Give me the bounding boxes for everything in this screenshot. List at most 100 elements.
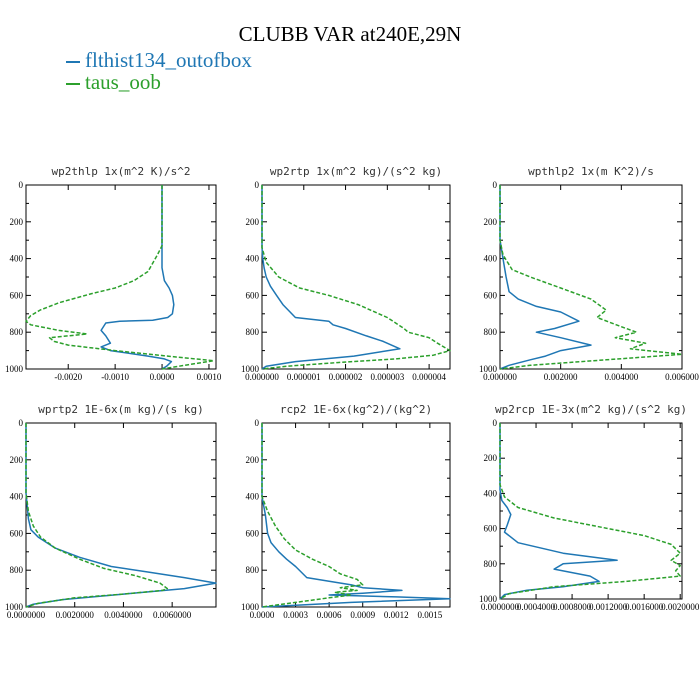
y-tick-label: 400: [246, 254, 260, 264]
y-tick-label: 0: [255, 180, 260, 190]
y-tick-label: 200: [246, 217, 260, 227]
y-tick-label: 1000: [479, 594, 498, 604]
figure-title: CLUBB VAR at240E,29N: [238, 22, 462, 46]
x-tick-label: 0.0020000: [661, 602, 700, 612]
legend-entry-flthist: flthist134_outofbox: [66, 48, 252, 73]
legend-swatch-blue: [66, 61, 80, 64]
x-tick-label: 0.0000000: [481, 602, 520, 612]
y-tick-label: 600: [10, 290, 24, 300]
x-tick-label: 0.0004000: [517, 602, 556, 612]
y-tick-label: 800: [246, 565, 260, 575]
y-tick-label: 1000: [5, 602, 24, 612]
y-tick-label: 800: [10, 565, 24, 575]
x-tick-label: 0.0010: [197, 372, 222, 382]
y-tick-label: 400: [484, 488, 498, 498]
x-tick-label: 0.0006: [317, 610, 342, 620]
series-line-flthist: [499, 185, 592, 370]
series-line-flthist: [25, 423, 217, 608]
legend-label: flthist134_outofbox: [85, 48, 252, 72]
y-tick-label: 1000: [241, 364, 260, 374]
x-tick-label: 0.0000000: [7, 610, 46, 620]
series-line-taus: [499, 185, 683, 370]
x-tick-label: 0.0015: [417, 610, 442, 620]
plot-frame: [25, 422, 217, 608]
x-tick-label: 0.0016000: [625, 602, 664, 612]
y-tick-label: 1000: [241, 602, 260, 612]
y-tick-label: 600: [246, 290, 260, 300]
y-tick-label: 400: [10, 492, 24, 502]
y-tick-label: 800: [484, 327, 498, 337]
chart-panel-4: wprtp2 1E-6x(m kg)/(s kg) 0 200 400 600 800 10…: [5, 403, 217, 620]
y-tick-label: 1000: [479, 364, 498, 374]
series-line-flthist: [100, 185, 175, 370]
legend-swatch-green: [66, 83, 80, 86]
y-tick-label: 600: [10, 528, 24, 538]
y-tick-label: 200: [484, 453, 498, 463]
panel-title: wprtp2 1E-6x(m kg)/(s kg): [38, 403, 204, 416]
y-tick-label: 200: [246, 455, 260, 465]
y-tick-label: 600: [484, 524, 498, 534]
y-tick-label: 600: [246, 528, 260, 538]
panel-title: wp2rcp 1E-3x(m^2 kg)/(s^2 kg): [495, 403, 687, 416]
plot-frame: [499, 422, 683, 600]
chart-panel-3: wpthlp2 1x(m K^2)/s020040060080010000.00…: [479, 165, 699, 382]
plot-frame: [499, 184, 683, 370]
y-tick-label: 1000: [5, 364, 24, 374]
x-tick-label: 0.0060000: [153, 610, 192, 620]
chart-panel-5: rcp2 1E-6x(kg^2)/(kg^2) 0 200 400 600 800 1000…: [241, 403, 451, 620]
y-tick-label: 0: [493, 418, 498, 428]
plot-frame: [261, 184, 451, 370]
y-tick-label: 0: [19, 418, 24, 428]
x-tick-label: -0.0010: [101, 372, 129, 382]
x-tick-label: 0.0040000: [104, 610, 143, 620]
y-tick-label: 400: [484, 254, 498, 264]
y-tick-label: 800: [10, 327, 24, 337]
x-tick-label: 0.0000: [250, 610, 275, 620]
x-tick-label: 0.000000: [245, 372, 279, 382]
chart-panel-1: wp2thlp 1x(m^2 K)/s^2 0 200 400 600 800 1000 -0…: [5, 165, 222, 382]
legend-label: taus_oob: [85, 70, 161, 94]
y-tick-label: 200: [10, 455, 24, 465]
x-tick-label: 0.002000: [544, 372, 578, 382]
y-tick-label: 400: [246, 492, 260, 502]
series-line-taus: [25, 185, 215, 370]
x-tick-label: 0.004000: [604, 372, 638, 382]
y-tick-label: 200: [484, 217, 498, 227]
y-tick-label: 800: [484, 559, 498, 569]
panel-title: wpthlp2 1x(m K^2)/s: [528, 165, 654, 178]
x-tick-label: 0.0008000: [553, 602, 592, 612]
panel-title: wp2rtp 1x(m^2 kg)/(s^2 kg): [270, 165, 442, 178]
x-tick-label: 0.0003: [283, 610, 308, 620]
y-tick-label: 800: [246, 327, 260, 337]
chart-panel-2: wp2rtp 1x(m^2 kg)/(s^2 kg) 0 200 400 600 800 1…: [241, 165, 451, 382]
series-line-taus: [499, 423, 681, 600]
series-line-flthist: [261, 185, 401, 370]
series-line-taus: [261, 423, 364, 608]
panel-title: rcp2 1E-6x(kg^2)/(kg^2): [280, 403, 432, 416]
x-tick-label: 0.000000: [483, 372, 517, 382]
x-tick-label: 0.000002: [329, 372, 363, 382]
panel-title: wp2thlp 1x(m^2 K)/s^2: [51, 165, 190, 178]
y-tick-label: 400: [10, 254, 24, 264]
x-tick-label: 0.0012000: [589, 602, 628, 612]
series-line-taus: [25, 423, 169, 608]
x-tick-label: 0.0009: [350, 610, 375, 620]
y-tick-label: 200: [10, 217, 24, 227]
x-tick-label: 0.000003: [370, 372, 404, 382]
x-tick-label: 0.0000: [150, 372, 175, 382]
y-tick-label: 0: [493, 180, 498, 190]
y-tick-label: 0: [255, 418, 260, 428]
legend-entry-taus: taus_oob: [66, 70, 161, 95]
x-tick-label: 0.000004: [412, 372, 446, 382]
series-line-flthist: [261, 423, 451, 608]
series-line-flthist: [499, 423, 618, 600]
x-tick-label: 0.0020000: [56, 610, 95, 620]
x-tick-label: -0.0020: [54, 372, 82, 382]
x-tick-label: 0.000001: [287, 372, 321, 382]
chart-panel-6: wp2rcp 1E-3x(m^2 kg)/(s^2 kg) 0 200 400 600 8…: [479, 403, 700, 612]
y-tick-label: 600: [484, 290, 498, 300]
y-tick-label: 0: [19, 180, 24, 190]
x-tick-label: 0.006000: [665, 372, 699, 382]
